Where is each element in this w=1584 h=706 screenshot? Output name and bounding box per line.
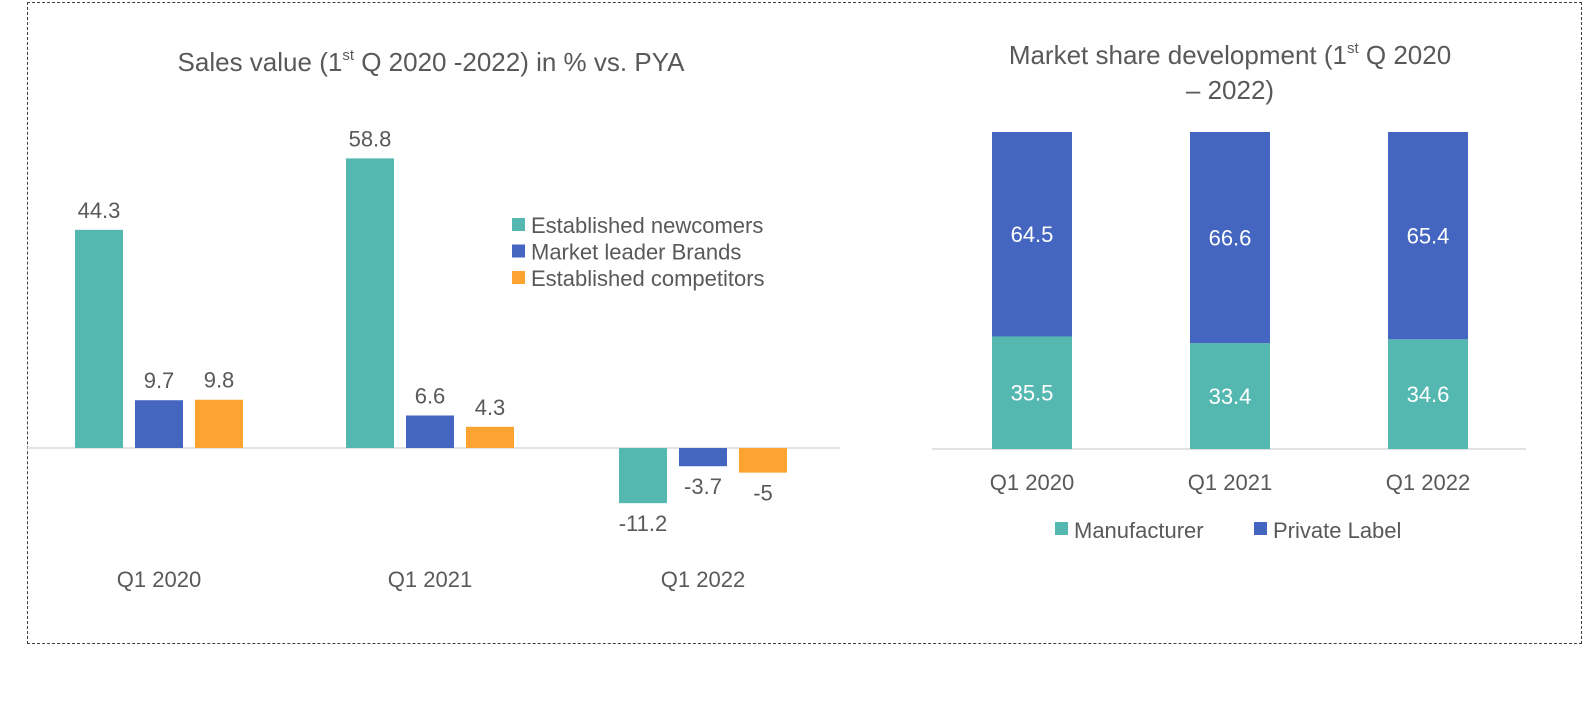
data-label-established-competitors-q1-2021: 4.3 [475,395,506,420]
legend-label-established-newcomers: Established newcomers [531,213,763,238]
x-tick-label-q1-2022: Q1 2022 [661,567,745,592]
bar-established-newcomers-q1-2020 [75,229,123,448]
stack-label-manufacturer-q1-2021: 33.4 [1209,384,1252,409]
data-label-established-competitors-q1-2020: 9.8 [204,368,235,393]
x-tick-label-q1-2020: Q1 2020 [990,470,1074,495]
legend-label-manufacturer: Manufacturer [1074,518,1204,543]
bar-market-leader-brands-q1-2020 [135,400,183,448]
legend-swatch-established-competitors [512,271,525,284]
data-label-established-competitors-q1-2022: -5 [753,481,773,506]
stack-label-private-label-q1-2020: 64.5 [1011,222,1054,247]
data-label-established-newcomers-q1-2021: 58.8 [349,126,392,151]
stack-label-private-label-q1-2022: 65.4 [1407,224,1450,249]
bar-established-newcomers-q1-2022 [619,448,667,504]
data-label-market-leader-brands-q1-2020: 9.7 [144,368,175,393]
legend-label-established-competitors: Established competitors [531,266,765,291]
legend-swatch-established-newcomers [512,218,525,231]
x-tick-label-q1-2022: Q1 2022 [1386,470,1470,495]
bar-established-newcomers-q1-2021 [346,158,394,448]
legend-swatch-private-label [1254,522,1267,535]
bar-established-competitors-q1-2021 [466,426,514,448]
stack-private-label-q1-2020 [992,132,1072,337]
right-chart-title: Market share development (1st Q 2020 [1009,40,1451,70]
left-chart-title: Sales value (1st Q 2020 -2022) in % vs. … [178,47,686,77]
x-tick-label-q1-2020: Q1 2020 [117,567,201,592]
right-chart-title-line2: – 2022) [1186,75,1274,105]
right-chart: 35.5 64.5 Q1 2020 33.4 66.6 Q1 2021 34.6 65.4 Q1… [932,132,1526,543]
stack-label-manufacturer-q1-2020: 35.5 [1011,381,1054,406]
bar-market-leader-brands-q1-2021 [406,415,454,448]
stack-label-private-label-q1-2021: 66.6 [1209,226,1252,251]
data-label-established-newcomers-q1-2020: 44.3 [78,198,121,223]
x-tick-label-q1-2021: Q1 2021 [1188,470,1272,495]
stack-manufacturer-q1-2021 [1190,343,1270,449]
stack-private-label-q1-2022 [1388,132,1468,340]
x-tick-label-q1-2021: Q1 2021 [388,567,472,592]
stack-manufacturer-q1-2022 [1388,339,1468,449]
bar-established-competitors-q1-2022 [739,448,787,473]
bar-market-leader-brands-q1-2022 [679,448,727,467]
bar-established-competitors-q1-2020 [195,399,243,448]
legend-swatch-manufacturer [1055,522,1068,535]
legend-swatch-market-leader-brands [512,244,525,258]
data-label-market-leader-brands-q1-2021: 6.6 [415,383,446,408]
data-label-established-newcomers-q1-2022: -11.2 [619,511,668,536]
dashed-frame [27,2,1582,644]
stack-label-manufacturer-q1-2022: 34.6 [1407,382,1450,407]
stack-manufacturer-q1-2020 [992,336,1072,449]
legend-label-private-label: Private Label [1273,518,1401,543]
legend-label-market-leader-brands: Market leader Brands [531,240,741,265]
stack-private-label-q1-2021 [1190,132,1270,344]
data-label-market-leader-brands-q1-2022: -3.7 [684,474,722,499]
